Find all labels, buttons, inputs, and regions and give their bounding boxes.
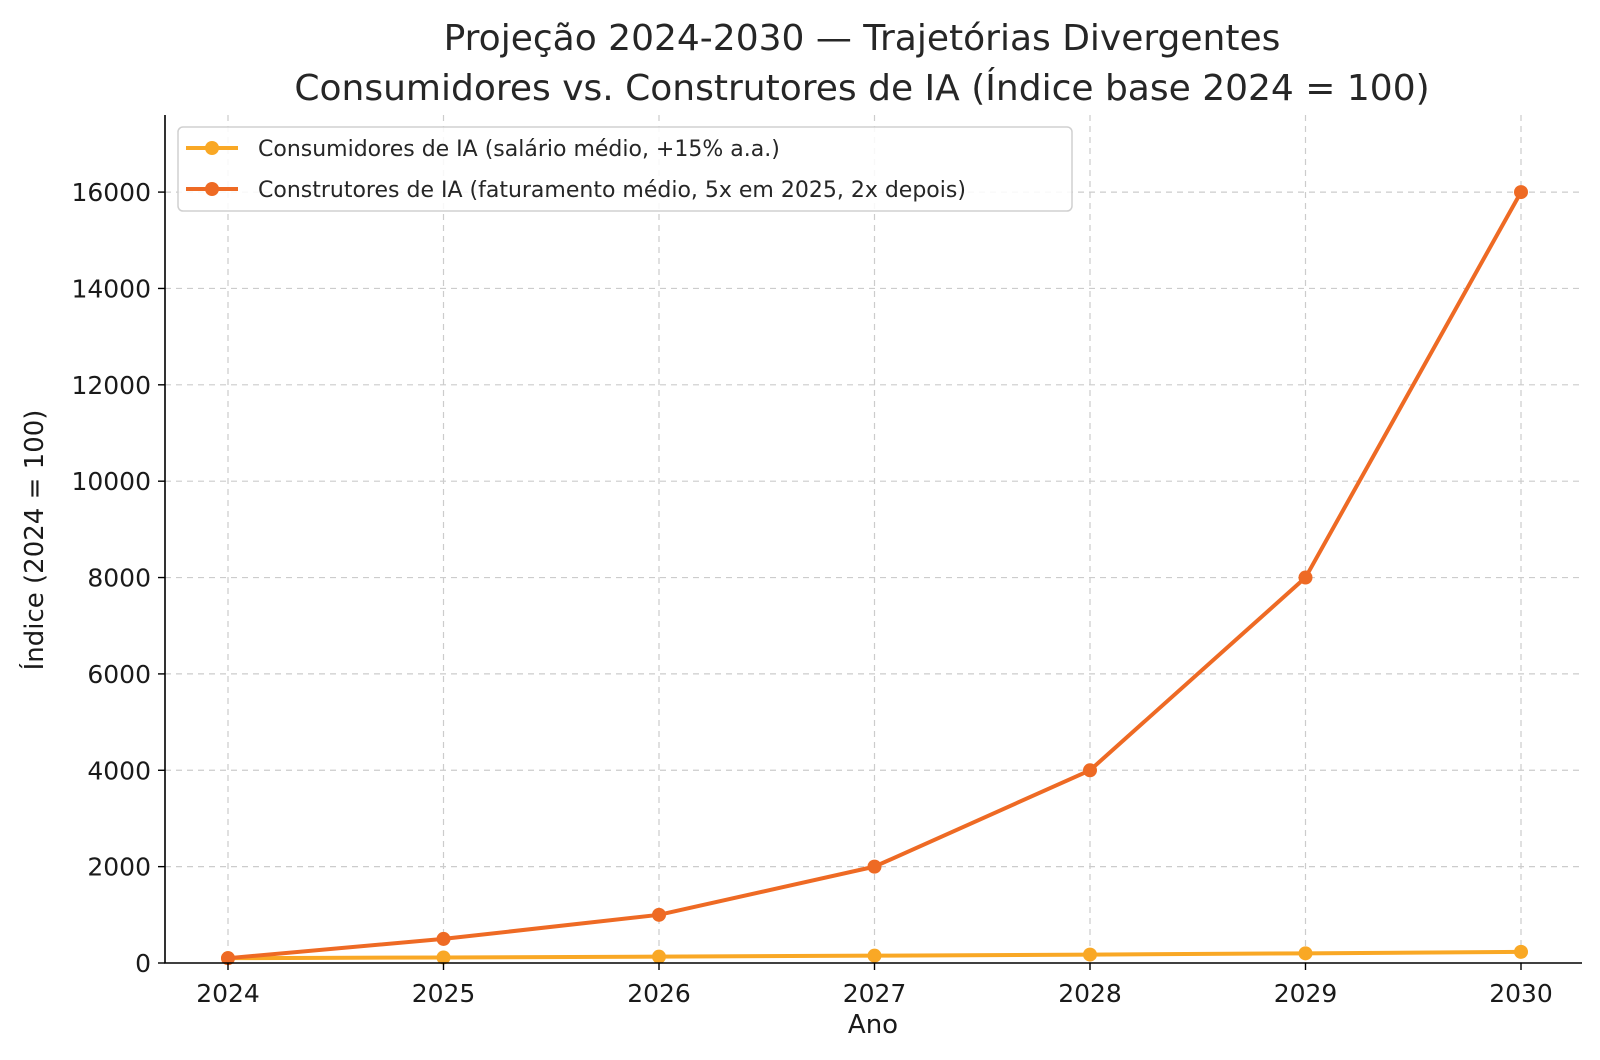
x-tick-label: 2024 (196, 979, 260, 1008)
y-axis-label: Índice (2024 = 100) (18, 410, 50, 671)
data-point (436, 950, 451, 965)
data-point (1083, 947, 1097, 962)
legend-box (177, 126, 1073, 212)
data-point (1514, 944, 1528, 959)
data-point (1083, 763, 1097, 778)
x-tick-label: 2027 (843, 979, 907, 1008)
chart-title: Projeção 2024-2030 — Trajetórias Diverge… (444, 18, 1281, 59)
x-tick-label: 2029 (1274, 979, 1338, 1008)
axes-spines (164, 115, 1582, 964)
legend-label-construtores: Construtores de IA (faturamento médio, 5… (258, 178, 966, 203)
y-tick-label: 14000 (71, 274, 151, 303)
y-tick-label: 0 (135, 949, 151, 978)
y-tick-labels: 0 2000 4000 6000 8000 10000 12000 14000 16000 (71, 178, 165, 978)
y-tick-label: 6000 (87, 660, 151, 689)
data-point (1298, 570, 1313, 585)
data-point (436, 931, 451, 946)
y-tick-label: 8000 (87, 564, 151, 593)
y-tick-label: 10000 (71, 467, 151, 496)
y-tick-label: 4000 (87, 756, 151, 785)
data-point (867, 859, 882, 874)
data-point (652, 949, 666, 964)
data-point (221, 951, 235, 966)
grid-lines (165, 115, 1582, 963)
x-tick-label: 2025 (412, 979, 476, 1008)
data-point (867, 948, 882, 963)
legend-marker-consumidores (205, 141, 219, 155)
legend-marker-construtores (205, 182, 219, 196)
data-point (1514, 185, 1528, 200)
x-axis-label: Ano (848, 1010, 898, 1040)
chart-subtitle: Consumidores vs. Construtores de IA (Índ… (294, 67, 1429, 109)
data-point (1298, 946, 1313, 961)
x-tick-label: 2026 (627, 979, 691, 1008)
legend-label-consumidores: Consumidores de IA (salário médio, +15% … (258, 137, 780, 162)
series-1 (221, 185, 1528, 966)
y-tick-label: 16000 (71, 178, 151, 207)
series-group (221, 185, 1528, 966)
x-tick-labels: 2024 2025 2026 2027 2028 2029 2030 (196, 963, 1553, 1008)
x-tick-label: 2028 (1058, 979, 1122, 1008)
x-tick-label: 2030 (1489, 979, 1553, 1008)
y-tick-label: 12000 (71, 371, 151, 400)
y-tick-label: 2000 (87, 853, 151, 882)
data-point (652, 907, 666, 922)
legend: Consumidores de IA (salário médio, +15% … (177, 126, 1073, 212)
series-0 (221, 944, 1528, 966)
